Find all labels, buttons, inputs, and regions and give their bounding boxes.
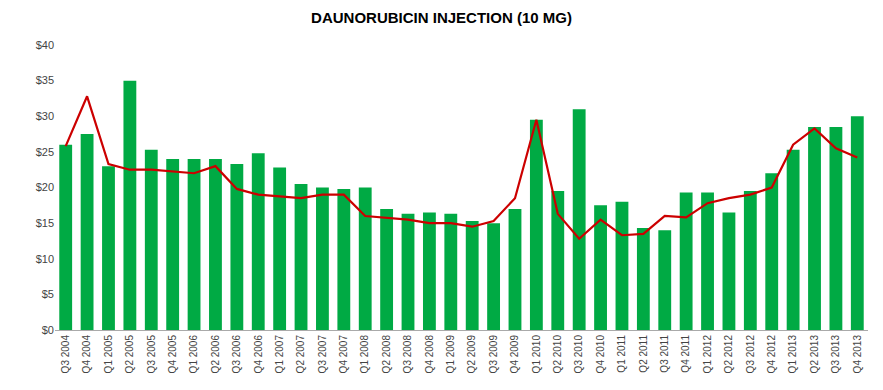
svg-text:Q3 2013: Q3 2013 xyxy=(830,335,841,374)
svg-text:$35: $35 xyxy=(36,74,54,86)
svg-text:Q1 2013: Q1 2013 xyxy=(787,335,798,374)
svg-text:$15: $15 xyxy=(36,217,54,229)
svg-text:Q3 2006: Q3 2006 xyxy=(231,335,242,374)
svg-text:Q2 2013: Q2 2013 xyxy=(809,335,820,374)
svg-text:Q1 2009: Q1 2009 xyxy=(445,335,456,374)
svg-text:Q2 2009: Q2 2009 xyxy=(466,335,477,374)
svg-text:$0: $0 xyxy=(42,324,54,336)
svg-text:Q1 2012: Q1 2012 xyxy=(702,335,713,374)
svg-text:Q3 2007: Q3 2007 xyxy=(317,335,328,374)
svg-text:Q4 2013: Q4 2013 xyxy=(852,335,863,374)
svg-text:Q3 2010: Q3 2010 xyxy=(573,335,584,374)
svg-text:Q3 2011: Q3 2011 xyxy=(659,335,670,373)
svg-text:$25: $25 xyxy=(36,146,54,158)
svg-text:Q3 2009: Q3 2009 xyxy=(488,335,499,374)
svg-text:Q3 2005: Q3 2005 xyxy=(146,335,157,374)
svg-text:Q3 2012: Q3 2012 xyxy=(745,335,756,374)
svg-text:$30: $30 xyxy=(36,110,54,122)
svg-text:Q2 2011: Q2 2011 xyxy=(638,335,649,373)
svg-text:Q3 2008: Q3 2008 xyxy=(402,335,413,374)
svg-text:Q4 2006: Q4 2006 xyxy=(253,335,264,374)
svg-text:$5: $5 xyxy=(42,288,54,300)
svg-text:Q4 2010: Q4 2010 xyxy=(595,335,606,374)
svg-text:Q1 2010: Q1 2010 xyxy=(531,335,542,374)
svg-text:Q1 2005: Q1 2005 xyxy=(103,335,114,374)
svg-text:Q2 2007: Q2 2007 xyxy=(295,335,306,374)
svg-text:Q2 2010: Q2 2010 xyxy=(552,335,563,374)
svg-text:Q4 2005: Q4 2005 xyxy=(167,335,178,374)
svg-text:Q2 2005: Q2 2005 xyxy=(124,335,135,374)
svg-text:Q3 2004: Q3 2004 xyxy=(60,335,71,374)
svg-text:Q2 2008: Q2 2008 xyxy=(381,335,392,374)
svg-text:Q4 2011: Q4 2011 xyxy=(680,335,691,373)
svg-text:Q2 2006: Q2 2006 xyxy=(210,335,221,374)
svg-text:Q4 2007: Q4 2007 xyxy=(338,335,349,374)
svg-text:Q1 2007: Q1 2007 xyxy=(274,335,285,374)
svg-text:$10: $10 xyxy=(36,253,54,265)
svg-text:Q4 2008: Q4 2008 xyxy=(424,335,435,374)
svg-text:Q1 2006: Q1 2006 xyxy=(188,335,199,374)
svg-text:$40: $40 xyxy=(36,39,54,51)
svg-text:Q4 2009: Q4 2009 xyxy=(509,335,520,374)
svg-text:Q4 2012: Q4 2012 xyxy=(766,335,777,374)
svg-text:$20: $20 xyxy=(36,181,54,193)
svg-text:DAUNORUBICIN INJECTION (10 MG): DAUNORUBICIN INJECTION (10 MG) xyxy=(311,9,572,26)
svg-text:Q1 2008: Q1 2008 xyxy=(359,335,370,374)
svg-text:Q1 2011: Q1 2011 xyxy=(616,335,627,373)
svg-text:Q4 2004: Q4 2004 xyxy=(81,335,92,374)
svg-text:Q2 2012: Q2 2012 xyxy=(723,335,734,374)
